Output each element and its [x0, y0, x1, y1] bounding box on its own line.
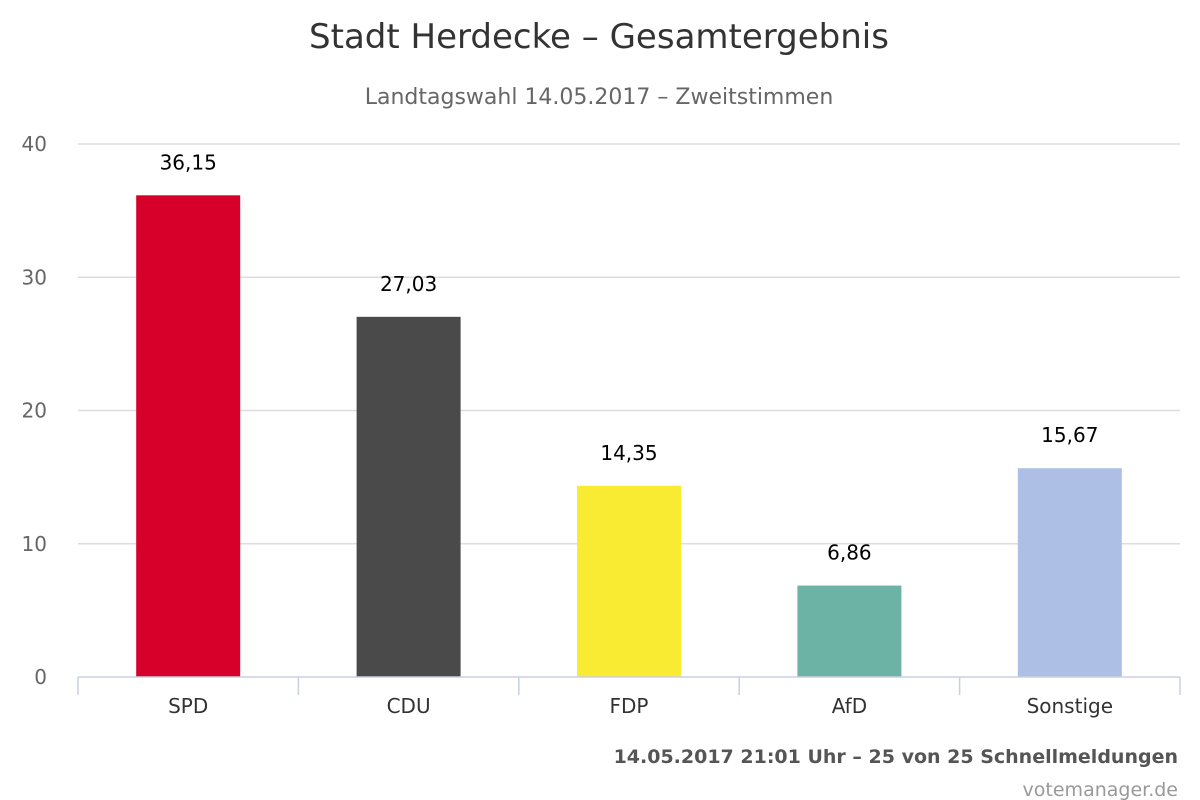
y-axis-ticks: 0 10 20 30 40 — [22, 132, 47, 689]
chart-title: Stadt Herdecke – Gesamtergebnis — [309, 17, 889, 57]
y-tick-label: 10 — [22, 532, 47, 556]
bar-afd — [797, 585, 902, 677]
x-tick-label: AfD — [832, 694, 867, 718]
data-label: 27,03 — [380, 272, 437, 296]
y-tick-label: 20 — [22, 399, 47, 423]
x-tick-label: CDU — [387, 694, 431, 718]
x-tick-label: FDP — [610, 694, 649, 718]
data-label: 15,67 — [1041, 423, 1098, 447]
gridlines — [78, 143, 1180, 545]
footer-status: 14.05.2017 21:01 Uhr – 25 von 25 Schnell… — [614, 746, 1178, 768]
x-tick-label: SPD — [168, 694, 208, 718]
bar-cdu — [356, 316, 461, 677]
x-axis-ticks: SPD CDU FDP AfD Sonstige — [168, 694, 1113, 718]
chart-subtitle: Landtagswahl 14.05.2017 – Zweitstimmen — [365, 85, 834, 110]
y-tick-label: 30 — [22, 265, 47, 289]
bar-fdp — [577, 485, 681, 677]
data-labels: 36,15 27,03 14,35 6,86 15,67 — [160, 150, 1099, 564]
data-label: 36,15 — [160, 150, 217, 174]
y-tick-label: 40 — [22, 132, 47, 156]
bars — [136, 195, 1122, 677]
bar-sonstige — [1017, 468, 1122, 677]
x-axis — [77, 676, 1181, 695]
data-label: 6,86 — [827, 541, 872, 565]
data-label: 14,35 — [600, 441, 657, 465]
x-tick-label: Sonstige — [1027, 694, 1113, 718]
y-tick-label: 0 — [34, 665, 47, 689]
footer-credit: votemanager.de — [1023, 779, 1178, 800]
bar-spd — [136, 195, 241, 677]
